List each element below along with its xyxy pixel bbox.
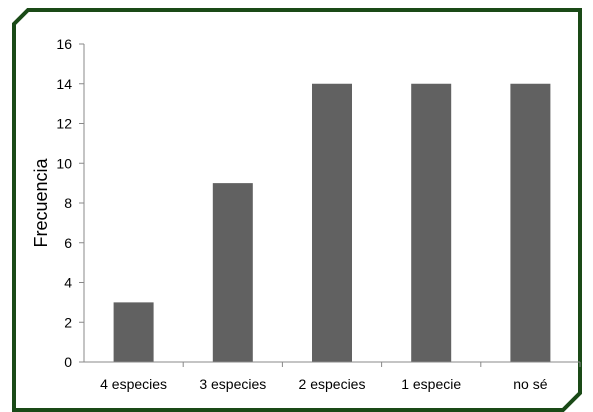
y-tick-label: 16 xyxy=(56,36,72,52)
plot-area: 0 2 4 6 8 10 12 14 16 4 especies 3 especies 2 espe… xyxy=(56,36,581,392)
y-tick-label: 2 xyxy=(64,314,72,330)
x-tick-label: 4 especies xyxy=(100,376,167,392)
y-tick-label: 4 xyxy=(64,275,72,291)
y-tick-label: 10 xyxy=(56,155,72,171)
y-tick-label: 6 xyxy=(64,235,72,251)
y-tick-label: 0 xyxy=(64,354,72,370)
chart-frame xyxy=(12,8,582,412)
y-tick-label: 12 xyxy=(56,116,72,132)
bar xyxy=(113,302,154,362)
y-axis-ticks: 0 2 4 6 8 10 12 14 16 xyxy=(56,36,84,370)
bar xyxy=(212,183,253,362)
bar xyxy=(312,83,352,362)
x-tick-label: 1 especie xyxy=(401,376,461,392)
x-axis-ticks: 4 especies 3 especies 2 especies 1 especie n… xyxy=(100,362,581,392)
bars xyxy=(113,83,551,362)
y-tick-label: 8 xyxy=(64,195,72,211)
y-tick-label: 14 xyxy=(56,76,72,92)
bar xyxy=(510,83,551,362)
bar xyxy=(411,83,452,362)
x-tick-label: 3 especies xyxy=(199,376,266,392)
x-tick-label: 2 especies xyxy=(299,376,366,392)
x-tick-label: no sé xyxy=(513,376,547,392)
y-axis-label: Frecuencia xyxy=(31,157,51,247)
